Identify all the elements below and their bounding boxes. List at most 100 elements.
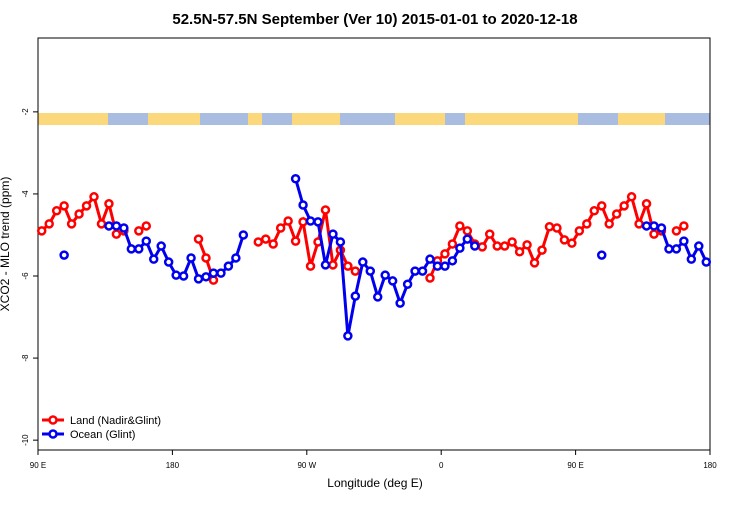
data-point (343, 261, 353, 271)
data-point (634, 219, 644, 229)
x-tick-label: 90 E (30, 461, 46, 470)
data-point (619, 201, 629, 211)
data-point (425, 273, 435, 283)
data-point (111, 229, 122, 239)
data-point (492, 241, 502, 251)
data-point (320, 260, 331, 270)
data-point (656, 223, 667, 233)
data-point (66, 219, 77, 229)
data-point (410, 266, 420, 276)
data-point (51, 206, 62, 216)
data-point (201, 272, 211, 282)
y-tick-label: -2 (21, 108, 30, 116)
data-point (253, 237, 264, 247)
data-point (268, 239, 278, 249)
data-point (193, 274, 204, 284)
data-point (447, 256, 458, 266)
data-point (260, 234, 271, 244)
plot-frame (37, 37, 711, 451)
data-point (328, 229, 338, 239)
legend-marker (48, 415, 58, 425)
data-point (664, 244, 674, 254)
x-tick-label: 180 (703, 461, 717, 470)
data-point (134, 244, 144, 254)
data-point (163, 257, 174, 267)
data-point (611, 209, 622, 219)
data-point (365, 266, 376, 276)
data-point (641, 221, 652, 231)
data-point (679, 236, 689, 246)
legend-label: Ocean (Glint) (70, 429, 135, 441)
data-point (387, 276, 398, 286)
data-point (208, 268, 219, 278)
data-point (455, 243, 465, 253)
y-axis-label: XCO2 - MLO trend (ppm) (0, 177, 12, 312)
data-point (552, 223, 562, 233)
data-point (358, 257, 368, 267)
data-point (582, 219, 592, 229)
data-point (514, 247, 525, 257)
x-tick-label: 90 E (567, 461, 583, 470)
data-point (596, 250, 607, 260)
y-tick-label: -4 (21, 190, 30, 198)
data-point (417, 266, 428, 276)
data-point (343, 331, 353, 341)
data-point (671, 244, 682, 254)
data-point (238, 230, 249, 240)
data-point (290, 236, 301, 246)
data-point (298, 200, 308, 210)
data-point (529, 258, 540, 268)
data-point (283, 216, 293, 226)
data-point (649, 229, 659, 239)
data-point (305, 216, 316, 226)
data-point (395, 298, 405, 308)
data-point (96, 219, 107, 229)
data-point (290, 174, 301, 184)
data-point (193, 234, 204, 244)
data-point (275, 223, 286, 233)
data-point (499, 241, 510, 251)
data-point (522, 240, 532, 250)
data-point (74, 209, 84, 219)
data-point (567, 238, 577, 248)
data-point (432, 261, 443, 271)
data-point (350, 291, 361, 301)
data-point (462, 234, 473, 244)
data-point (477, 242, 488, 252)
data-point (641, 199, 652, 209)
x-tick-label: 0 (439, 461, 444, 470)
data-point (462, 226, 473, 236)
data-point (36, 226, 47, 236)
y-tick-label: -8 (21, 354, 30, 362)
data-point (104, 221, 114, 231)
data-point (596, 201, 607, 211)
legend-marker (48, 429, 58, 439)
data-point (223, 261, 234, 271)
data-point (216, 268, 226, 278)
data-point (201, 253, 211, 263)
data-point (470, 241, 480, 251)
x-tick-label: 180 (166, 461, 180, 470)
data-point (59, 250, 69, 260)
chart-title: 52.5N-57.5N September (Ver 10) 2015-01-0… (172, 11, 577, 28)
legend-label: Land (Nadir&Glint) (70, 415, 161, 427)
data-point (320, 205, 331, 215)
data-point (694, 241, 704, 251)
data-point (671, 226, 682, 236)
land-mask-strip (38, 113, 710, 125)
y-tick-label: -10 (21, 434, 30, 446)
data-point (231, 253, 241, 263)
data-point (59, 201, 69, 211)
data-point (559, 235, 570, 245)
data-point (350, 266, 361, 276)
data-point (604, 219, 614, 229)
data-point (111, 221, 122, 231)
data-point (119, 223, 129, 233)
data-point (537, 245, 547, 255)
data-point (141, 221, 152, 231)
data-point (178, 271, 189, 281)
data-point (313, 217, 323, 227)
data-point (372, 292, 383, 302)
x-tick-label: 90 W (297, 461, 316, 470)
